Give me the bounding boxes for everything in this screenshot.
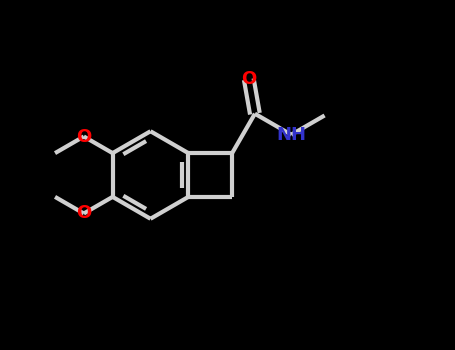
Text: O: O xyxy=(76,204,91,223)
Text: O: O xyxy=(241,70,257,88)
Text: NH: NH xyxy=(276,126,306,144)
Text: O: O xyxy=(76,127,91,146)
